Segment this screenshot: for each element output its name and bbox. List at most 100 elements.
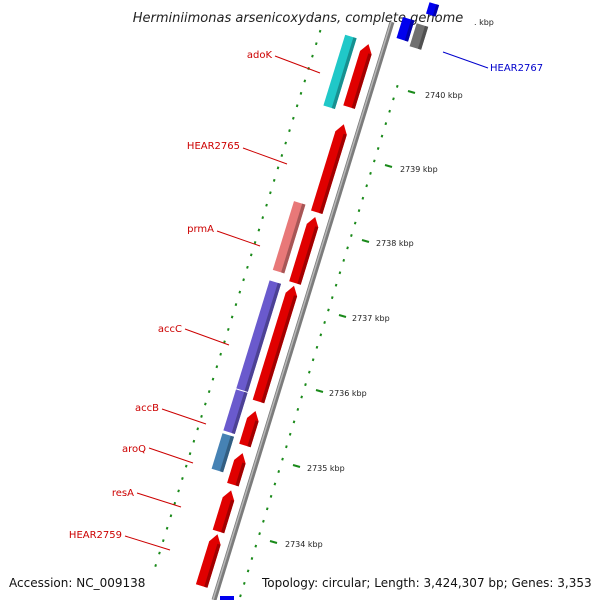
gene-HEAR2765-shade: [319, 133, 347, 214]
tick-dot-outer: [154, 564, 157, 567]
tick-dot-outer: [215, 365, 219, 369]
tick-dot-inner: [265, 507, 269, 511]
tick-dot-inner: [250, 557, 254, 561]
gene-aroQ-shade: [219, 435, 234, 473]
tick-dot-inner: [277, 470, 281, 474]
scale-ticks: 2734 kbp 2735 kbp 2736 kbp 2737 kbp 2738…: [269, 18, 494, 549]
gene-accB[interactable]: [223, 389, 248, 434]
tick-dot-inner: [334, 283, 338, 287]
gene-label-HEAR2765[interactable]: HEAR2765: [187, 141, 240, 152]
tick-dot-outer: [318, 29, 322, 33]
tick-dot-outer: [295, 104, 299, 108]
leader-HEAR2765: [242, 147, 288, 165]
leader-aroQ: [148, 447, 194, 464]
tick-dot-outer: [230, 315, 234, 319]
leader-HEAR2767: [442, 51, 489, 69]
tick-dot-outer: [303, 79, 307, 83]
tick-dot-outer: [192, 439, 196, 443]
gene-label-prmA[interactable]: prmA: [187, 224, 214, 235]
gene-aroQ[interactable]: [211, 433, 234, 473]
tick-dot-outer: [272, 178, 276, 182]
scale-label-2740: 2740 kbp: [425, 91, 463, 100]
gene-accC-forward[interactable]: [252, 285, 298, 404]
tick-dot-outer: [299, 91, 303, 95]
scale-label-top: . kbp: [474, 18, 494, 27]
tick-dot-outer: [226, 327, 230, 331]
tick-dot-outer: [211, 377, 215, 381]
gene-accC[interactable]: [236, 280, 281, 392]
tick-dot-outer: [204, 402, 207, 406]
tick-dot-outer: [207, 390, 211, 394]
tick-dot-outer: [280, 154, 284, 157]
tick-dot-inner: [380, 134, 384, 138]
gene-HEAR2766[interactable]: [343, 44, 372, 109]
gene-adoK[interactable]: [323, 34, 357, 109]
tick-dot-outer: [158, 551, 161, 555]
gene-accB-forward-shade: [247, 420, 259, 448]
tick-dot-outer: [238, 290, 242, 294]
tick-dot-inner: [315, 345, 319, 349]
gene-bottom-blue[interactable]: [220, 596, 234, 600]
gene-HEAR2765[interactable]: [311, 124, 347, 214]
tick-dot-outer: [196, 427, 200, 431]
tick-dot-outer: [257, 228, 261, 232]
gene-label-adoK[interactable]: adoK: [247, 50, 273, 61]
gene-accC-shade: [244, 282, 281, 392]
tick-dot-inner: [342, 258, 346, 262]
tick-dot-outer: [181, 477, 184, 481]
gene-prmA-forward[interactable]: [289, 217, 319, 285]
tick-dot-inner: [346, 246, 349, 250]
gene-accB-forward[interactable]: [239, 411, 259, 448]
gene-HEAR2759[interactable]: [195, 534, 221, 588]
tick-dot-outer: [223, 340, 226, 344]
tick-dot-outer: [269, 191, 272, 195]
tick-dot-outer: [288, 129, 291, 133]
gene-top-blue[interactable]: [396, 17, 415, 42]
gene-resA-forward[interactable]: [212, 490, 235, 534]
tick-dot-inner: [350, 234, 353, 237]
gene-label-aroQ[interactable]: aroQ: [122, 444, 146, 455]
tick-dot-inner: [376, 147, 380, 151]
scale-tick-2737: [338, 314, 347, 318]
tick-dot-inner: [323, 320, 326, 324]
tick-dot-outer: [242, 278, 245, 282]
scale-label-2737: 2737 kbp: [352, 314, 390, 323]
tick-dot-inner: [254, 544, 258, 548]
gene-labels: adoK HEAR2765 prmA accC accB aroQ resA H…: [69, 50, 543, 551]
tick-dot-inner: [373, 159, 376, 163]
scale-label-2738: 2738 kbp: [376, 239, 414, 248]
gene-label-resA[interactable]: resA: [112, 488, 134, 499]
gene-accB-shade: [231, 391, 248, 434]
tick-dot-inner: [307, 370, 311, 374]
tick-dot-outer: [188, 452, 192, 456]
tick-dot-outer: [219, 352, 222, 356]
gene-prmA[interactable]: [272, 201, 306, 274]
tick-dot-outer: [249, 253, 253, 257]
scale-tick-2734: [269, 540, 278, 544]
scale-label-2735: 2735 kbp: [307, 464, 345, 473]
tick-dot-outer: [265, 203, 268, 207]
tick-dot-inner: [361, 196, 365, 200]
tick-dot-outer: [161, 539, 165, 543]
gene-resA-forward-shade: [221, 499, 235, 534]
tick-dot-inner: [327, 308, 330, 312]
accession-text: Accession: NC_009138: [9, 576, 146, 590]
gene-features: [195, 2, 440, 600]
gene-label-accB[interactable]: accB: [135, 403, 159, 414]
tick-dot-inner: [353, 221, 357, 225]
tick-dot-inner: [338, 271, 342, 275]
tick-dot-inner: [269, 494, 273, 498]
gene-HEAR2767[interactable]: [409, 23, 429, 50]
tick-dot-outer: [261, 216, 265, 220]
tick-dot-inner: [365, 184, 369, 188]
gene-label-HEAR2767[interactable]: HEAR2767: [490, 63, 543, 74]
gene-top-blue-2-shade: [432, 4, 440, 17]
scale-tick-2740: [407, 90, 416, 94]
gene-label-HEAR2759[interactable]: HEAR2759: [69, 530, 122, 541]
scale-tick-2735: [292, 464, 301, 468]
tick-dot-outer: [314, 42, 318, 46]
gene-label-accC[interactable]: accC: [158, 324, 182, 335]
tick-dot-outer: [177, 489, 180, 493]
tick-dot-inner: [384, 122, 388, 126]
